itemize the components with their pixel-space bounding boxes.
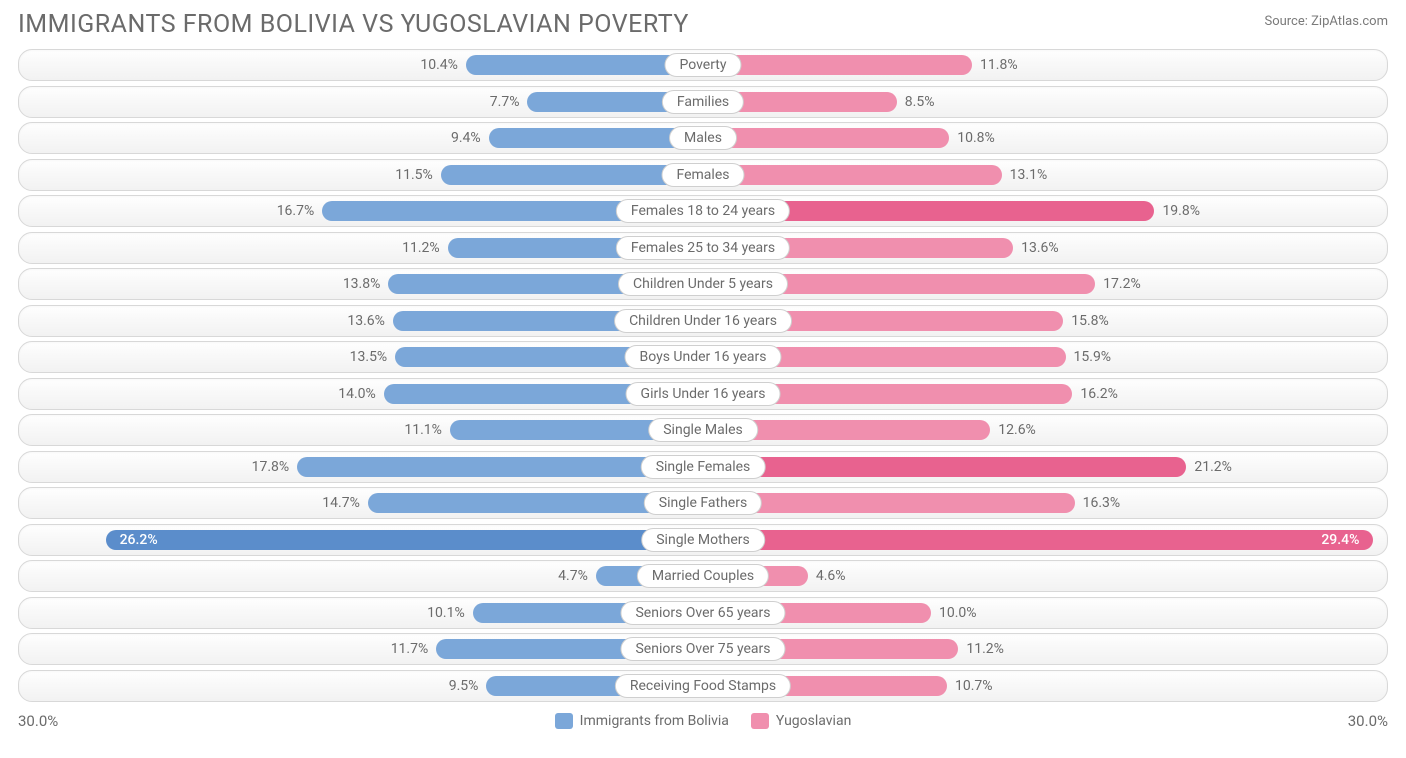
- axis-left-max: 30.0%: [18, 712, 58, 730]
- chart-row: 11.2% 13.6% Females 25 to 34 years: [18, 232, 1388, 264]
- value-left: 9.5%: [449, 678, 479, 694]
- legend-item-right: Yugoslavian: [751, 713, 851, 729]
- bar-left: [106, 530, 703, 550]
- value-right: 4.6%: [816, 568, 846, 584]
- value-right: 21.2%: [1194, 459, 1232, 475]
- value-left: 9.4%: [451, 130, 481, 146]
- legend-item-left: Immigrants from Bolivia: [555, 713, 729, 729]
- value-left: 13.6%: [347, 313, 385, 329]
- value-left: 17.8%: [252, 459, 290, 475]
- category-pill: Seniors Over 75 years: [620, 637, 785, 661]
- chart-row: 11.7% 11.2% Seniors Over 75 years: [18, 633, 1388, 665]
- chart-title: IMMIGRANTS FROM BOLIVIA VS YUGOSLAVIAN P…: [18, 10, 689, 39]
- category-pill: Single Fathers: [644, 491, 762, 515]
- value-right: 10.7%: [955, 678, 993, 694]
- value-right: 29.4%: [1321, 532, 1359, 548]
- chart-row: 10.1% 10.0% Seniors Over 65 years: [18, 597, 1388, 629]
- chart-row: 13.8% 17.2% Children Under 5 years: [18, 268, 1388, 300]
- value-right: 13.6%: [1021, 240, 1059, 256]
- category-pill: Males: [669, 126, 737, 150]
- value-left: 10.4%: [420, 57, 458, 73]
- category-pill: Females 18 to 24 years: [616, 199, 790, 223]
- chart-row: 13.6% 15.8% Children Under 16 years: [18, 305, 1388, 337]
- legend: Immigrants from Bolivia Yugoslavian: [555, 713, 852, 729]
- chart-row: 17.8% 21.2% Single Females: [18, 451, 1388, 483]
- bar-right: [703, 530, 1373, 550]
- category-pill: Children Under 16 years: [614, 309, 792, 333]
- value-right: 17.2%: [1103, 276, 1141, 292]
- value-right: 11.2%: [966, 641, 1004, 657]
- chart-row: 10.4% 11.8% Poverty: [18, 49, 1388, 81]
- bar-right: [703, 128, 949, 148]
- chart-row: 9.4% 10.8% Males: [18, 122, 1388, 154]
- chart-row: 4.7% 4.6% Married Couples: [18, 560, 1388, 592]
- category-pill: Receiving Food Stamps: [615, 674, 791, 698]
- category-pill: Married Couples: [637, 564, 769, 588]
- chart-source: Source: ZipAtlas.com: [1264, 14, 1388, 29]
- category-pill: Single Mothers: [641, 528, 765, 552]
- value-right: 12.6%: [998, 422, 1036, 438]
- value-left: 13.8%: [343, 276, 381, 292]
- chart-row: 11.5% 13.1% Females: [18, 159, 1388, 191]
- chart-row: 11.1% 12.6% Single Males: [18, 414, 1388, 446]
- category-pill: Boys Under 16 years: [624, 345, 781, 369]
- chart-footer: 30.0% Immigrants from Bolivia Yugoslavia…: [0, 706, 1406, 730]
- chart-row: 16.7% 19.8% Females 18 to 24 years: [18, 195, 1388, 227]
- diverging-bar-chart: 10.4% 11.8% Poverty 7.7% 8.5% Families 9.4% 10.…: [0, 43, 1406, 702]
- value-left: 26.2%: [120, 532, 158, 548]
- bar-right: [703, 457, 1186, 477]
- legend-swatch-left: [555, 713, 573, 729]
- value-left: 14.7%: [322, 495, 360, 511]
- value-right: 15.8%: [1071, 313, 1109, 329]
- chart-row: 14.0% 16.2% Girls Under 16 years: [18, 378, 1388, 410]
- category-pill: Single Males: [648, 418, 758, 442]
- category-pill: Females: [662, 163, 745, 187]
- category-pill: Families: [662, 90, 744, 114]
- chart-row: 7.7% 8.5% Families: [18, 86, 1388, 118]
- value-left: 11.5%: [395, 167, 433, 183]
- value-right: 8.5%: [905, 94, 935, 110]
- value-left: 11.7%: [391, 641, 429, 657]
- value-left: 11.1%: [404, 422, 442, 438]
- chart-row: 14.7% 16.3% Single Fathers: [18, 487, 1388, 519]
- category-pill: Poverty: [664, 53, 741, 77]
- value-left: 10.1%: [427, 605, 465, 621]
- value-right: 10.8%: [957, 130, 995, 146]
- category-pill: Seniors Over 65 years: [620, 601, 785, 625]
- value-left: 7.7%: [490, 94, 520, 110]
- value-left: 16.7%: [277, 203, 315, 219]
- value-right: 10.0%: [939, 605, 977, 621]
- value-right: 15.9%: [1074, 349, 1112, 365]
- value-right: 19.8%: [1162, 203, 1200, 219]
- value-right: 16.3%: [1083, 495, 1121, 511]
- value-right: 11.8%: [980, 57, 1018, 73]
- legend-label-right: Yugoslavian: [776, 713, 851, 729]
- category-pill: Girls Under 16 years: [626, 382, 781, 406]
- bar-right: [703, 55, 972, 75]
- chart-row: 13.5% 15.9% Boys Under 16 years: [18, 341, 1388, 373]
- value-right: 13.1%: [1010, 167, 1048, 183]
- legend-swatch-right: [751, 713, 769, 729]
- value-left: 4.7%: [558, 568, 588, 584]
- value-left: 13.5%: [350, 349, 388, 365]
- axis-right-max: 30.0%: [1348, 712, 1388, 730]
- category-pill: Children Under 5 years: [618, 272, 788, 296]
- bar-right: [703, 165, 1002, 185]
- category-pill: Females 25 to 34 years: [616, 236, 790, 260]
- legend-label-left: Immigrants from Bolivia: [580, 713, 729, 729]
- category-pill: Single Females: [641, 455, 766, 479]
- value-right: 16.2%: [1080, 386, 1118, 402]
- chart-row: 9.5% 10.7% Receiving Food Stamps: [18, 670, 1388, 702]
- value-left: 11.2%: [402, 240, 440, 256]
- value-left: 14.0%: [338, 386, 376, 402]
- chart-row: 26.2% 29.4% Single Mothers: [18, 524, 1388, 556]
- chart-header: IMMIGRANTS FROM BOLIVIA VS YUGOSLAVIAN P…: [0, 0, 1406, 43]
